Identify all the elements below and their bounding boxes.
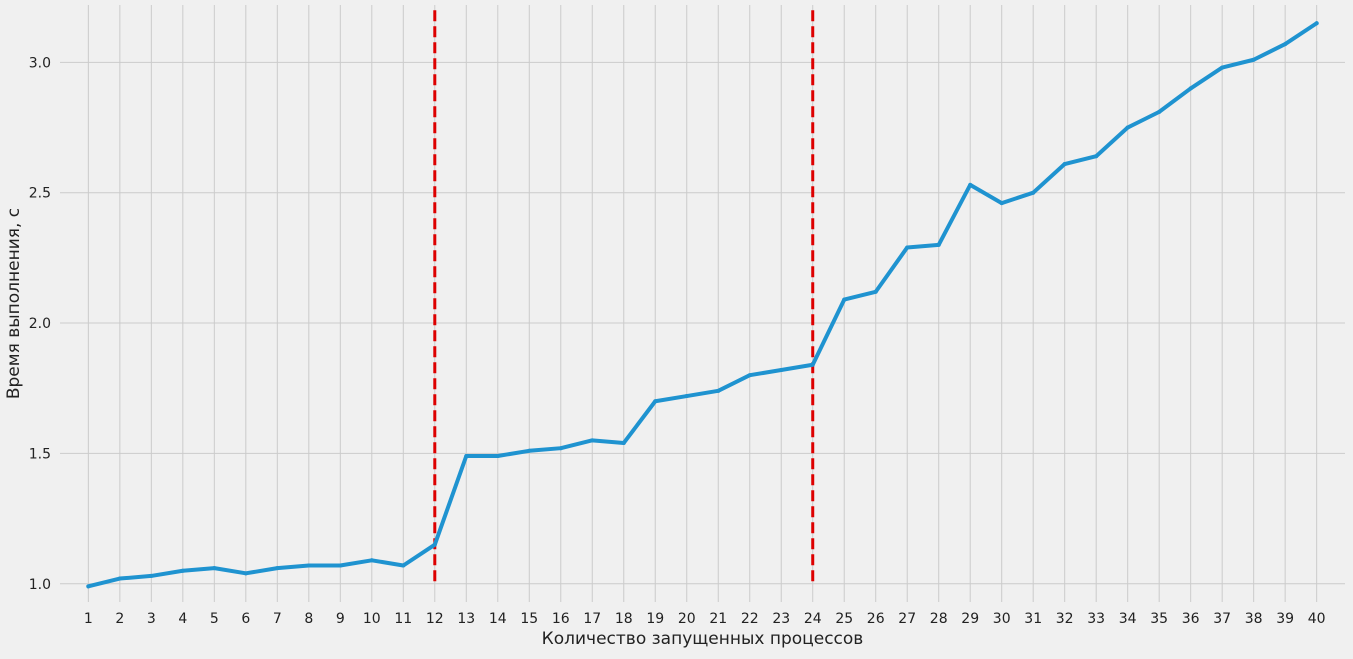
x-tick-label: 21 [709,611,727,627]
data-point-31 [1031,190,1036,195]
data-point-6 [243,571,248,576]
data-point-2 [117,576,122,581]
data-point-23 [779,367,784,372]
data-point-3 [149,573,154,578]
x-tick-label: 32 [1056,611,1074,627]
x-tick-label: 31 [1024,611,1042,627]
y-tick-label: 1.5 [29,446,51,462]
data-point-1 [86,584,91,589]
x-tick-label: 14 [489,611,507,627]
y-tick-label: 2.0 [29,316,51,332]
data-point-11 [401,563,406,568]
x-tick-label: 1 [84,611,93,627]
data-point-20 [684,394,689,399]
x-tick-label: 12 [426,611,444,627]
data-point-35 [1157,109,1162,114]
grid-lines [60,5,1345,602]
x-tick-label: 7 [273,611,282,627]
y-tick-labels: 1.0 1.5 2.0 2.5 3.0 [29,55,51,592]
x-tick-label: 35 [1150,611,1168,627]
data-point-16 [558,446,563,451]
data-point-18 [621,440,626,445]
x-axis-label: Количество запущенных процессов [542,629,864,649]
data-point-29 [968,182,973,187]
data-point-8 [306,563,311,568]
series-layer [86,21,1319,589]
data-point-34 [1125,125,1130,130]
x-tick-label: 26 [867,611,885,627]
data-point-13 [464,454,469,459]
data-point-32 [1062,162,1067,167]
data-point-33 [1094,154,1099,159]
x-tick-label: 16 [552,611,570,627]
x-tick-label: 36 [1182,611,1200,627]
x-tick-labels: 1 2 3 4 5 6 7 8 9 10 11 12 13 14 15 16 17 18 19 20 21 22 23 24 2… [84,611,1326,627]
data-point-9 [338,563,343,568]
y-tick-label: 1.0 [29,577,51,593]
x-tick-label: 33 [1087,611,1105,627]
data-point-36 [1188,86,1193,91]
y-tick-label: 3.0 [29,55,51,71]
x-tick-label: 18 [615,611,633,627]
data-point-19 [653,399,658,404]
data-point-5 [212,566,217,571]
data-point-26 [873,289,878,294]
data-point-24 [810,362,815,367]
x-tick-label: 20 [678,611,696,627]
data-point-15 [527,448,532,453]
data-point-38 [1251,57,1256,62]
data-point-25 [842,297,847,302]
x-tick-label: 13 [457,611,475,627]
x-tick-label: 3 [147,611,156,627]
x-tick-label: 22 [741,611,759,627]
data-point-7 [275,566,280,571]
data-point-39 [1283,42,1288,47]
y-axis-label: Время выполнения, с [4,208,24,399]
data-point-4 [180,568,185,573]
x-tick-label: 9 [336,611,345,627]
x-tick-label: 10 [363,611,381,627]
x-tick-label: 37 [1213,611,1231,627]
x-tick-label: 34 [1119,611,1137,627]
x-tick-label: 2 [115,611,124,627]
series-line-0 [86,21,1319,589]
x-tick-label: 23 [772,611,790,627]
data-point-30 [999,201,1004,206]
data-point-40 [1314,21,1319,26]
data-point-10 [369,558,374,563]
data-point-28 [936,242,941,247]
data-point-37 [1220,65,1225,70]
data-point-12 [432,542,437,547]
x-tick-label: 19 [646,611,664,627]
x-tick-label: 8 [304,611,313,627]
x-tick-label: 24 [804,611,822,627]
data-point-21 [716,388,721,393]
data-point-14 [495,454,500,459]
x-tick-label: 11 [394,611,412,627]
data-point-22 [747,373,752,378]
x-tick-label: 38 [1245,611,1263,627]
x-tick-label: 29 [961,611,979,627]
x-tick-label: 39 [1276,611,1294,627]
x-tick-label: 4 [178,611,187,627]
data-point-27 [905,245,910,250]
data-point-17 [590,438,595,443]
y-tick-label: 2.5 [29,186,51,202]
x-tick-label: 5 [210,611,219,627]
x-tick-label: 25 [835,611,853,627]
x-tick-label: 30 [993,611,1011,627]
x-tick-label: 6 [241,611,250,627]
x-tick-label: 17 [583,611,601,627]
x-tick-label: 28 [930,611,948,627]
x-tick-label: 40 [1308,611,1326,627]
x-tick-label: 15 [520,611,538,627]
x-tick-label: 27 [898,611,916,627]
